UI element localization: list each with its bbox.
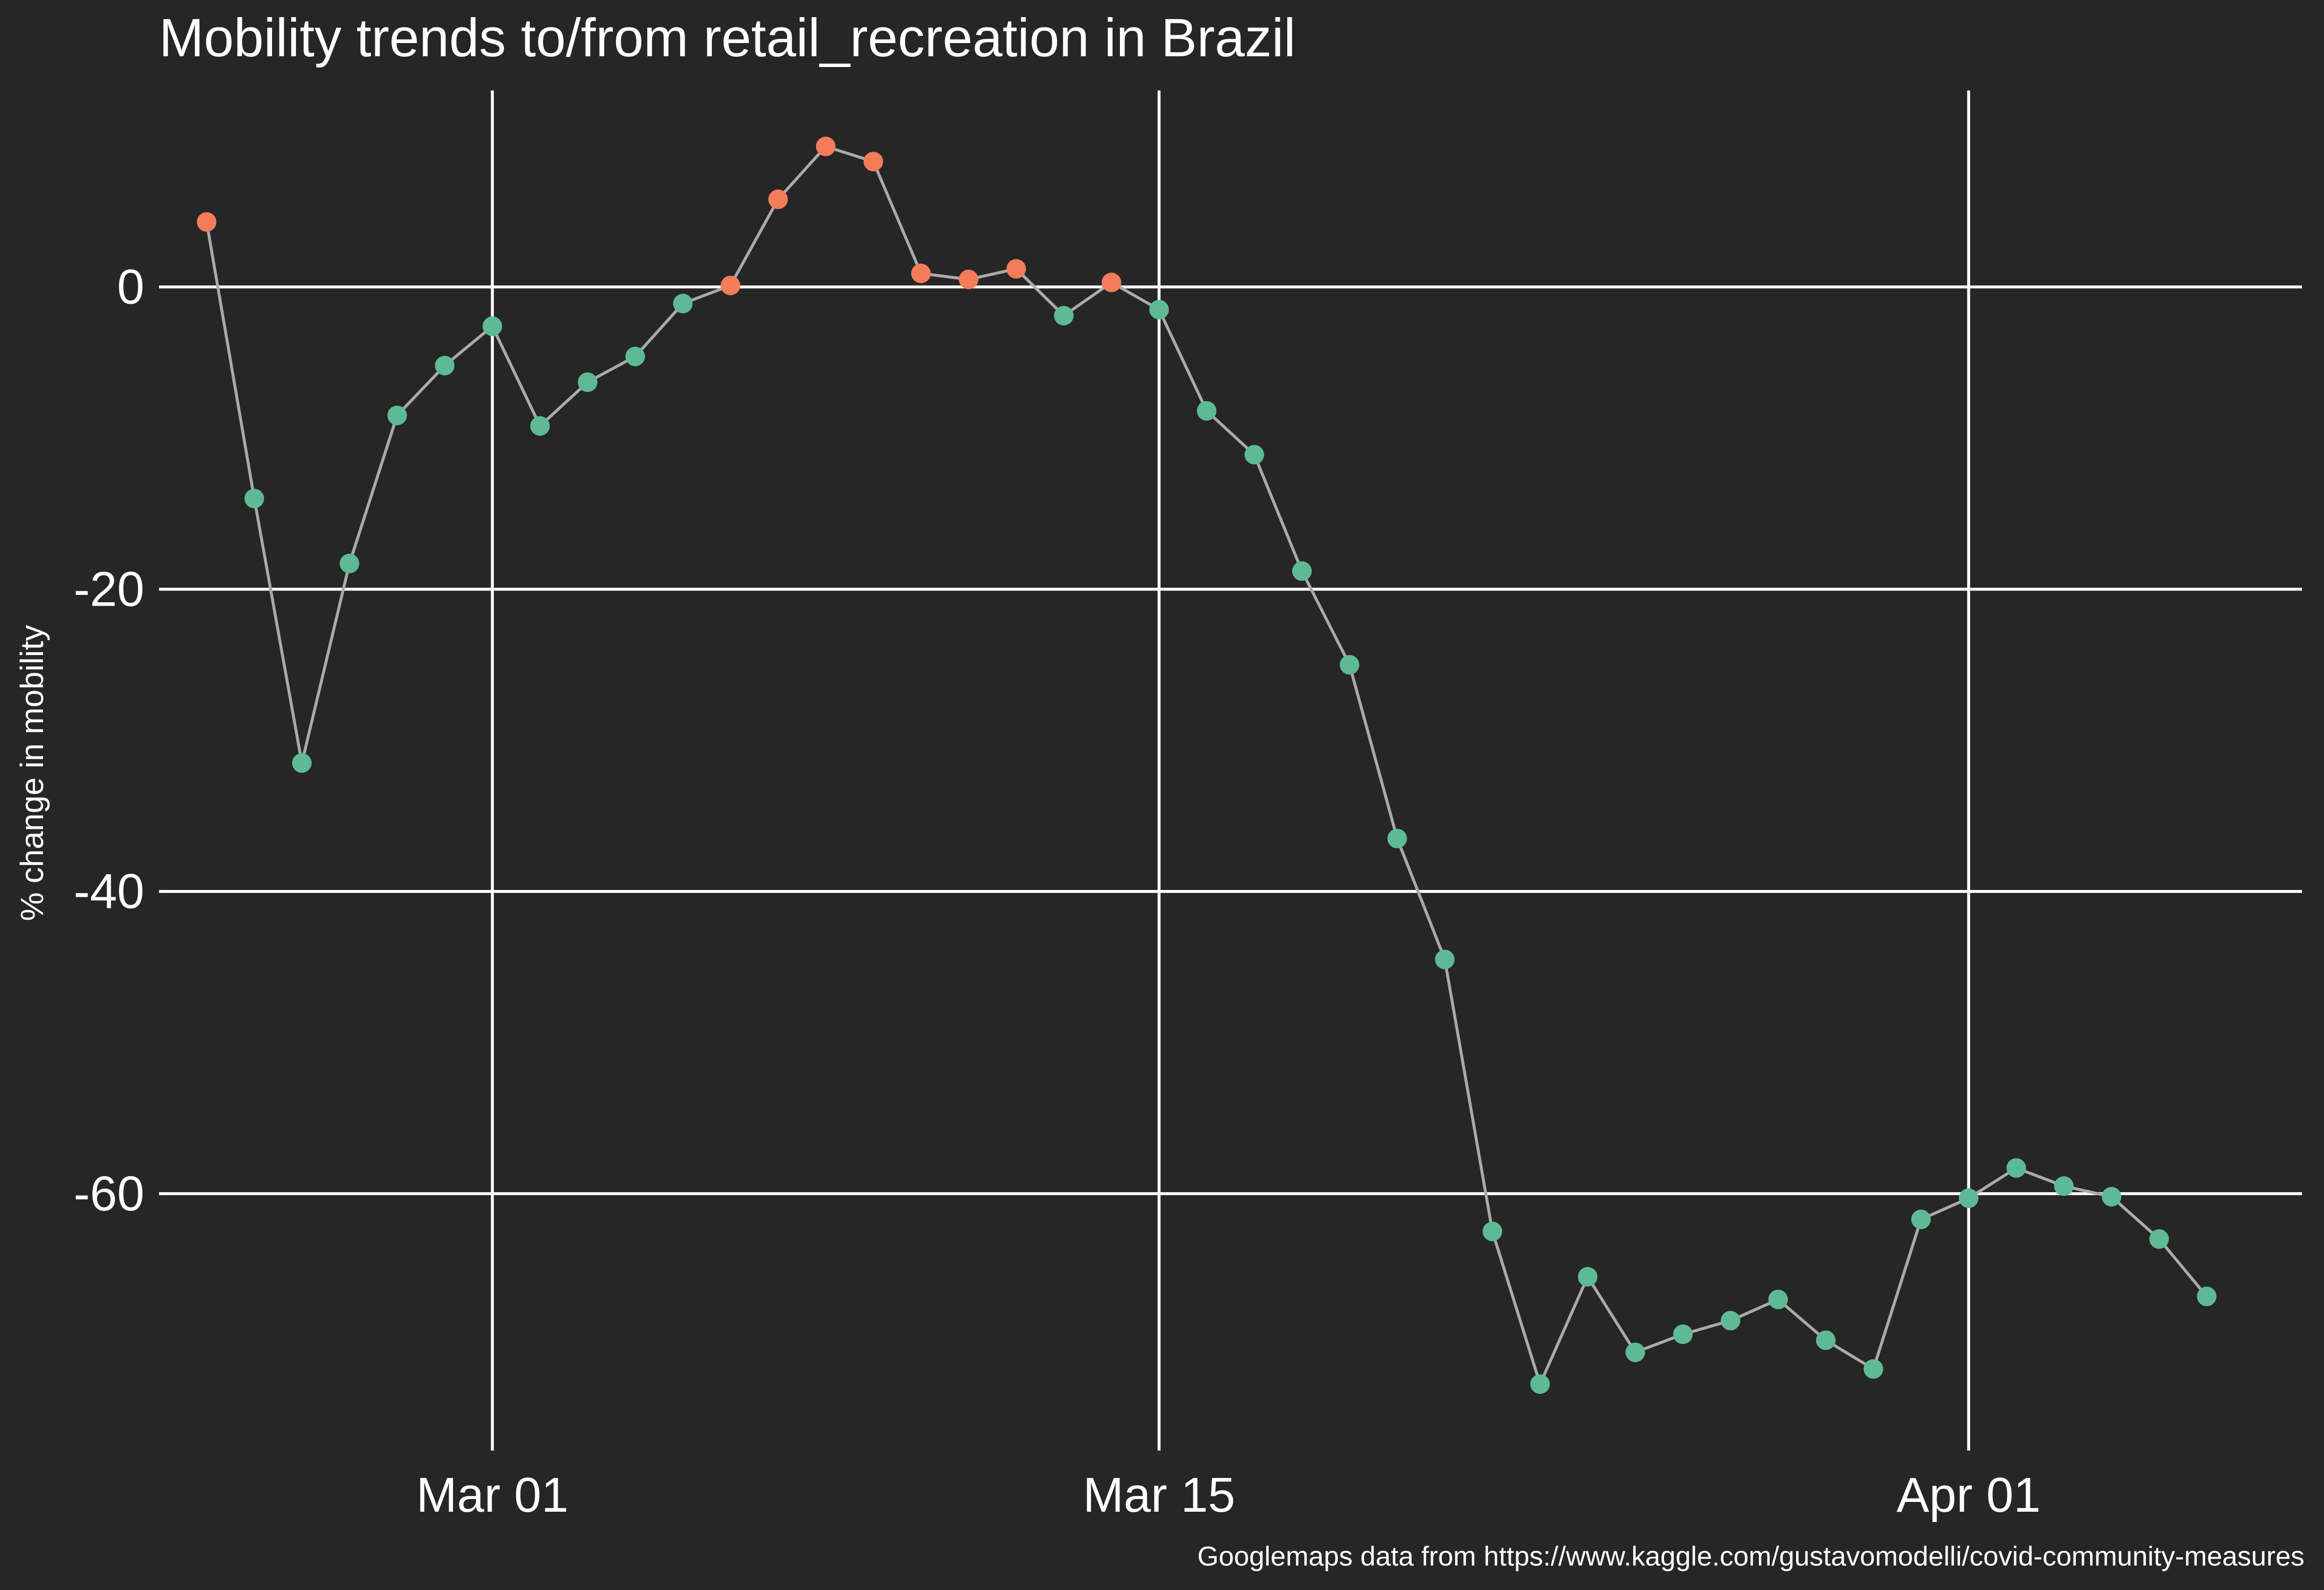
x-tick-label: Mar 01 bbox=[416, 1468, 569, 1522]
data-point-negative bbox=[1864, 1359, 1883, 1379]
data-point-negative bbox=[1387, 829, 1407, 848]
y-tick-label: -20 bbox=[73, 562, 144, 616]
data-point-negative bbox=[482, 316, 502, 336]
data-point-negative bbox=[1054, 306, 1074, 326]
x-tick-label: Mar 15 bbox=[1083, 1468, 1235, 1522]
data-point-negative bbox=[1673, 1324, 1693, 1344]
data-point-negative bbox=[673, 294, 693, 314]
chart-title: Mobility trends to/from retail_recreatio… bbox=[159, 8, 1296, 68]
data-point-negative bbox=[292, 753, 312, 773]
data-point-negative bbox=[2197, 1286, 2217, 1306]
y-axis-label: % change in mobility bbox=[14, 625, 50, 921]
chart-caption: Googlemaps data from https://www.kaggle.… bbox=[1197, 1541, 2304, 1571]
data-point-positive bbox=[1101, 273, 1121, 293]
data-point-positive bbox=[816, 136, 836, 157]
data-point-negative bbox=[1530, 1374, 1550, 1394]
y-tick-label: 0 bbox=[117, 260, 144, 315]
plot-panel-background bbox=[159, 91, 2302, 1451]
data-point-positive bbox=[911, 263, 931, 283]
data-point-negative bbox=[2149, 1229, 2169, 1249]
data-point-negative bbox=[1482, 1222, 1503, 1242]
data-point-positive bbox=[1006, 259, 1026, 279]
data-point-negative bbox=[530, 416, 550, 436]
data-point-negative bbox=[1149, 299, 1169, 319]
data-point-positive bbox=[768, 189, 788, 209]
tick-label-layer: 0 -20 -40 -60 Mar 01 Mar 15 Apr 01 bbox=[73, 260, 2041, 1522]
data-point-negative bbox=[1959, 1188, 1979, 1208]
data-point-negative bbox=[1768, 1290, 1788, 1310]
data-point-negative bbox=[387, 406, 407, 426]
data-point-negative bbox=[2101, 1187, 2121, 1207]
data-point-negative bbox=[1816, 1330, 1836, 1350]
x-tick-label: Apr 01 bbox=[1896, 1468, 2041, 1522]
data-point-negative bbox=[340, 553, 360, 573]
y-tick-label: -60 bbox=[73, 1166, 144, 1221]
point-layer bbox=[197, 136, 2217, 1394]
data-point-negative bbox=[1721, 1311, 1740, 1331]
data-point-negative bbox=[435, 356, 455, 376]
data-point-negative bbox=[1197, 401, 1217, 421]
data-point-negative bbox=[2006, 1158, 2026, 1178]
data-point-negative bbox=[244, 489, 264, 508]
data-point-negative bbox=[578, 372, 597, 392]
data-point-positive bbox=[721, 275, 740, 295]
data-point-negative bbox=[1244, 445, 1264, 465]
data-point-negative bbox=[1625, 1342, 1645, 1363]
data-point-negative bbox=[1435, 950, 1455, 970]
data-point-positive bbox=[864, 152, 883, 172]
data-point-negative bbox=[1578, 1267, 1597, 1287]
y-tick-label: -40 bbox=[73, 864, 144, 919]
data-point-negative bbox=[1292, 561, 1312, 581]
data-point-positive bbox=[197, 212, 217, 232]
data-point-negative bbox=[1911, 1209, 1931, 1229]
grid-layer bbox=[159, 91, 2302, 1451]
data-point-negative bbox=[1340, 655, 1360, 675]
data-point-positive bbox=[958, 270, 979, 290]
data-point-negative bbox=[625, 346, 645, 366]
data-point-negative bbox=[2054, 1176, 2074, 1196]
